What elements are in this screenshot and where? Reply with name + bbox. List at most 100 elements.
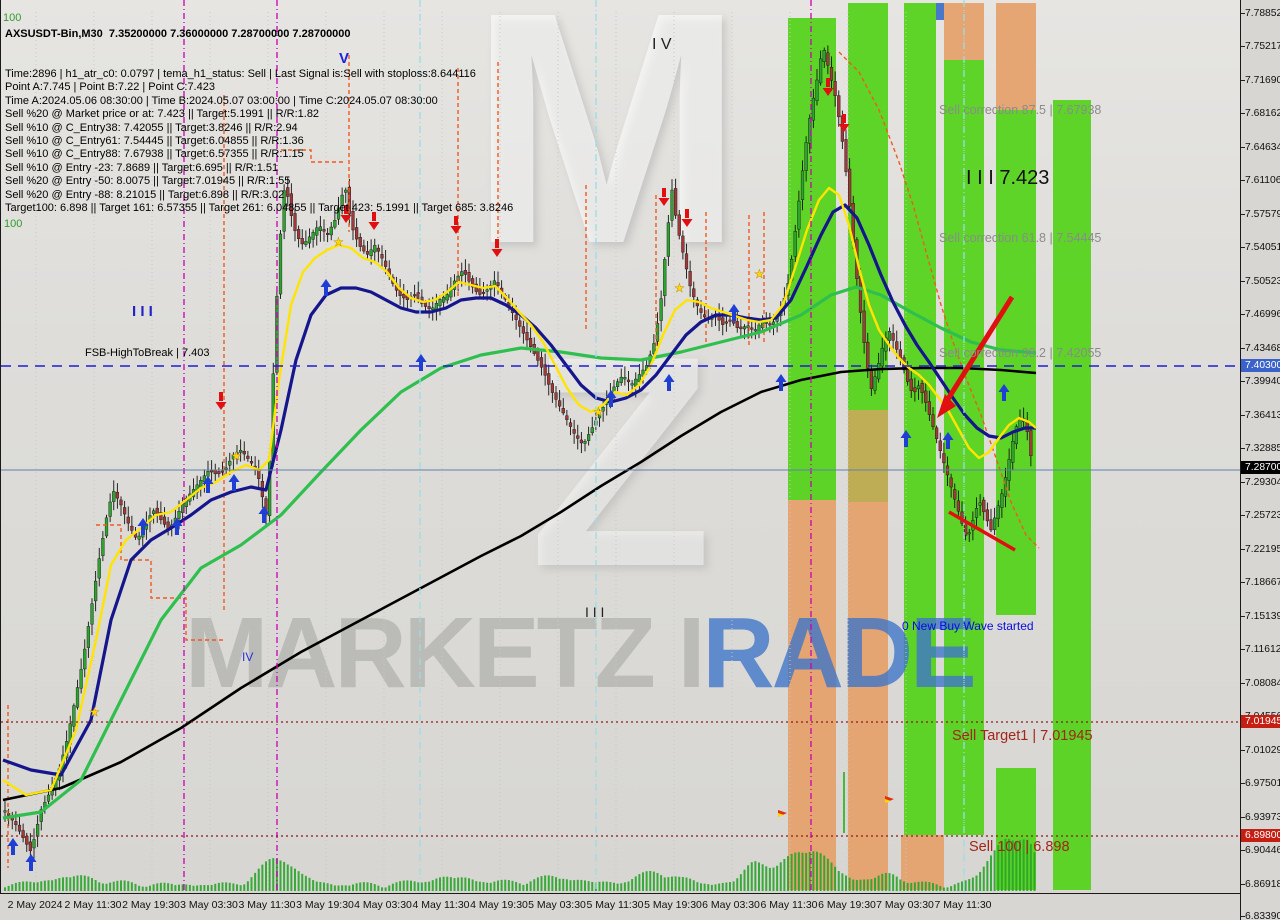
price-tick xyxy=(1241,381,1245,382)
price-tick xyxy=(1241,13,1245,14)
price-marker-box: 7.01945 xyxy=(1241,715,1280,728)
level-100-label: 100 xyxy=(4,218,23,230)
price-axis-label: 7.46996 xyxy=(1245,309,1280,320)
price-plot[interactable]: ★ ★ ★ ★ ★ ★ xyxy=(1,0,1241,893)
price-axis-label: 7.39940 xyxy=(1245,376,1280,387)
price-axis-label: 7.54051 xyxy=(1245,242,1280,253)
time-axis-label: 6 May 03:30 xyxy=(702,899,760,911)
price-tick xyxy=(1241,247,1245,248)
price-axis-label: 7.32885 xyxy=(1245,443,1280,454)
level-lines xyxy=(1,365,1241,837)
zone-band xyxy=(901,835,944,890)
stoploss-step-lines xyxy=(7,51,1040,868)
price-tick xyxy=(1241,281,1245,282)
svg-text:★: ★ xyxy=(89,705,100,719)
zone-band xyxy=(904,3,936,835)
ma-fast-yellow xyxy=(2,186,1037,797)
zone-band xyxy=(788,500,836,890)
time-axis-label: 5 May 11:30 xyxy=(586,899,644,911)
sell-correction-618-label: Sell correction 61.8 | 7.54445 xyxy=(939,231,1102,245)
zone-band xyxy=(996,110,1036,615)
price-axis-label: 6.93973 xyxy=(1245,812,1280,823)
price-tick xyxy=(1241,649,1245,650)
info-line: Time:2896 | h1_atr_c0: 0.0797 | tema_h1_… xyxy=(5,68,476,81)
price-axis-label: 7.43468 xyxy=(1245,343,1280,354)
price-axis-label: 7.61106 xyxy=(1245,175,1280,186)
wave-iii-mid-label: I I I xyxy=(585,604,605,620)
new-buy-wave-label: 0 New Buy Wave started xyxy=(902,619,1034,633)
time-axis-label: 5 May 19:30 xyxy=(644,899,702,911)
price-axis[interactable]: 7.78852 7.75217 7.71690 7.68162 7.64634 7.611… xyxy=(1240,0,1280,920)
info-line: Target100: 6.898 || Target 161: 6.57355 … xyxy=(5,201,514,214)
time-axis-label: 2 May 2024 xyxy=(7,899,63,911)
price-tick xyxy=(1241,80,1245,81)
watermark-text-blue: RADE xyxy=(702,597,976,709)
sell-100-label: Sell 100 | 6.898 xyxy=(969,839,1070,855)
price-axis-label: 7.36413 xyxy=(1245,410,1280,421)
fsb-high-to-break-label: FSB-HighToBreak | 7.403 xyxy=(85,347,210,359)
time-axis-label: 7 May 03:30 xyxy=(876,899,934,911)
time-axis[interactable]: 2 May 2024 2 May 11:30 2 May 19:30 3 May 03… xyxy=(0,893,1240,920)
price-tick xyxy=(1241,916,1245,917)
time-axis-label: 3 May 03:30 xyxy=(180,899,238,911)
sell-correction-382-label: Sell correction 38.2 | 7.42055 xyxy=(939,346,1102,360)
price-tick xyxy=(1241,448,1245,449)
price-axis-label: 7.15139 xyxy=(1245,611,1280,622)
wave3-price-label: I I I 7.423 xyxy=(966,167,1050,189)
info-line: Sell %10 @ C_Entry61: 7.54445 || Target:… xyxy=(5,134,304,147)
big-red-arrow xyxy=(940,295,1015,409)
price-axis-label: 6.90446 xyxy=(1245,845,1280,856)
time-axis-label: 3 May 11:30 xyxy=(238,899,296,911)
info-line: Sell %10 @ Entry -23: 7.8689 || Target:6… xyxy=(5,161,279,174)
svg-text:★: ★ xyxy=(231,449,242,463)
price-axis-label: 7.11612 xyxy=(1245,644,1280,655)
time-axis-label: 4 May 03:30 xyxy=(354,899,412,911)
svg-text:★: ★ xyxy=(674,281,685,295)
time-axis-label: 6 May 11:30 xyxy=(760,899,818,911)
info-line: Sell %20 @ Entry -88: 8.21015 || Target:… xyxy=(5,188,285,201)
price-axis-label: 6.86918 xyxy=(1245,879,1280,890)
price-marker-box: 6.89800 xyxy=(1241,829,1280,842)
price-tick xyxy=(1241,314,1245,315)
watermark-brand-text: MARKETZ IRADE xyxy=(185,596,977,711)
level-100-top-label: 100 xyxy=(3,12,22,24)
info-panel: AXSUSDT-Bin,M30 7.35200000 7.36000000 7.… xyxy=(5,1,513,215)
signal-arrows xyxy=(7,78,1010,871)
wave-v-marker: V xyxy=(339,50,350,67)
zone-band xyxy=(996,3,1036,110)
price-tick xyxy=(1241,783,1245,784)
symbol-ohlc-line: AXSUSDT-Bin,M30 7.35200000 7.36000000 7.… xyxy=(5,27,351,40)
ma-200-black xyxy=(2,366,1037,802)
price-tick xyxy=(1241,515,1245,516)
zone-band xyxy=(848,502,888,890)
watermark-text-gray: MARKETZ I xyxy=(185,597,705,709)
svg-text:★: ★ xyxy=(754,267,765,281)
chart-canvas[interactable]: M Z MARKETZ IRADE ★ ★ ★ ★ ★ ★ FSB-HighToBreak… xyxy=(0,0,1241,893)
price-marker-box: 7.28700 xyxy=(1241,461,1280,474)
sell-target1-label: Sell Target1 | 7.01945 xyxy=(952,728,1093,744)
price-tick xyxy=(1241,415,1245,416)
price-axis-label: 7.50523 xyxy=(1245,276,1280,287)
info-line: Sell %20 @ Entry -50: 8.0075 || Target:7… xyxy=(5,175,291,188)
price-tick xyxy=(1241,46,1245,47)
watermark-logo-m: M xyxy=(469,0,744,312)
svg-text:★: ★ xyxy=(593,405,604,419)
price-tick xyxy=(1241,884,1245,885)
price-axis-label: 7.29304 xyxy=(1245,477,1280,488)
price-tick xyxy=(1241,616,1245,617)
price-tick xyxy=(1241,482,1245,483)
time-axis-label: 3 May 19:30 xyxy=(296,899,354,911)
price-axis-label: 7.18667 xyxy=(1245,577,1280,588)
time-axis-label: 4 May 19:30 xyxy=(470,899,528,911)
price-tick xyxy=(1241,817,1245,818)
time-axis-label: 4 May 11:30 xyxy=(412,899,470,911)
sell-correction-875-label: Sell correction 87.5 | 7.67938 xyxy=(939,103,1102,117)
price-tick xyxy=(1241,582,1245,583)
time-axis-label: 6 May 19:30 xyxy=(818,899,876,911)
time-axis-label: 7 May 11:30 xyxy=(934,899,992,911)
wave-iv-label: I V xyxy=(652,36,672,53)
zone-band xyxy=(848,410,888,502)
price-axis-label: 7.22195 xyxy=(1245,544,1280,555)
price-marker-box: 7.40300 xyxy=(1241,359,1280,372)
